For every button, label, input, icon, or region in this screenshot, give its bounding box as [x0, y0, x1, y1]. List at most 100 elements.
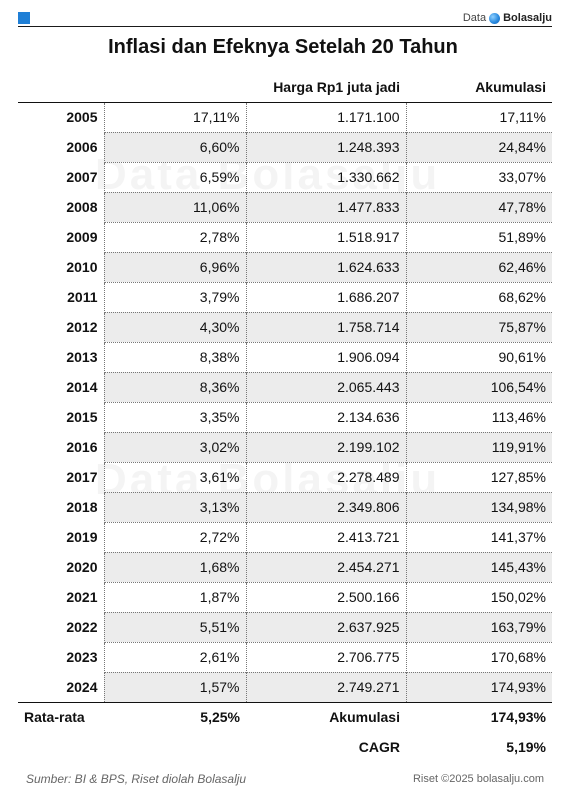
year-cell: 2013: [66, 349, 98, 365]
year-cell: 2023: [66, 649, 98, 665]
inflation-cell: 17,11%: [103, 102, 246, 132]
table-row: 2022 5,51% 2.637.925 163,79%: [18, 611, 552, 642]
cumulative-cell: 127,85%: [405, 461, 552, 492]
snowball-icon: [489, 12, 501, 24]
cumulative-cell: 17,11%: [405, 102, 552, 132]
price-cell: 1.248.393: [245, 131, 406, 162]
year-cell: 2021: [66, 589, 98, 605]
cumulative-value: 174,93%: [406, 701, 552, 732]
column-header: [18, 72, 104, 103]
year-cell: 2018: [66, 499, 98, 515]
table-row: 2021 1,87% 2.500.166 150,02%: [18, 581, 552, 612]
price-cell: 1.518.917: [245, 221, 406, 252]
price-cell: 2.500.166: [245, 581, 406, 612]
year-cell: 2017: [66, 469, 98, 485]
year-cell: 2015: [66, 409, 98, 425]
inflation-cell: 6,59%: [103, 161, 246, 192]
inflation-cell: 2,72%: [103, 521, 246, 552]
inflation-cell: 6,60%: [103, 131, 246, 162]
inflation-cell: 1,68%: [103, 551, 246, 582]
column-header-cumulative: Akumulasi: [406, 72, 552, 103]
year-cell: 2012: [66, 319, 98, 335]
table-row: 2019 2,72% 2.413.721 141,37%: [18, 521, 552, 552]
cumulative-cell: 90,61%: [405, 341, 552, 372]
summary-row-cagr: CAGR 5,19%: [18, 732, 552, 762]
price-cell: 2.349.806: [245, 491, 406, 522]
brand-prefix: Data: [462, 12, 487, 24]
inflation-table: Harga Rp1 juta jadi Akumulasi 2005 17,11%…: [18, 72, 552, 762]
price-cell: 1.171.100: [245, 102, 406, 132]
table-row: 2023 2,61% 2.706.775 170,68%: [18, 641, 552, 672]
price-cell: 2.413.721: [245, 521, 406, 552]
table-row: 2006 6,60% 1.248.393 24,84%: [18, 131, 552, 162]
table-row: 2018 3,13% 2.349.806 134,98%: [18, 491, 552, 522]
cumulative-cell: 170,68%: [405, 641, 552, 672]
cumulative-cell: 68,62%: [405, 281, 552, 312]
price-cell: 2.199.102: [245, 431, 406, 462]
table-row: 2011 3,79% 1.686.207 68,62%: [18, 281, 552, 312]
inflation-cell: 1,87%: [103, 581, 246, 612]
price-cell: 2.278.489: [245, 461, 406, 492]
year-cell: 2008: [66, 199, 98, 215]
cumulative-cell: 163,79%: [405, 611, 552, 642]
inflation-cell: 2,78%: [103, 221, 246, 252]
price-cell: 1.758.714: [245, 311, 406, 342]
table-row: 2007 6,59% 1.330.662 33,07%: [18, 161, 552, 192]
average-label: Rata-rata: [18, 701, 104, 732]
inflation-cell: 3,13%: [103, 491, 246, 522]
column-header: [104, 72, 246, 103]
table-row: 2012 4,30% 1.758.714 75,87%: [18, 311, 552, 342]
cumulative-cell: 150,02%: [405, 581, 552, 612]
table-row: 2016 3,02% 2.199.102 119,91%: [18, 431, 552, 462]
table-row: 2008 11,06% 1.477.833 47,78%: [18, 191, 552, 222]
header-bar: Data Bolasalju: [18, 10, 552, 27]
average-value: 5,25%: [104, 701, 246, 732]
brand-square-icon: [18, 12, 30, 24]
year-cell: 2007: [66, 169, 98, 185]
inflation-cell: 3,35%: [103, 401, 246, 432]
chart-title: Inflasi dan Efeknya Setelah 20 Tahun: [108, 36, 458, 58]
table-header-row: Harga Rp1 juta jadi Akumulasi: [18, 72, 552, 103]
price-cell: 2.065.443: [245, 371, 406, 402]
year-cell: 2024: [66, 678, 98, 695]
cumulative-cell: 141,37%: [405, 521, 552, 552]
cumulative-cell: 119,91%: [405, 431, 552, 462]
brand-logo: Data Bolasalju: [463, 11, 552, 25]
price-cell: 1.330.662: [245, 161, 406, 192]
year-cell: 2006: [66, 139, 98, 155]
year-cell: 2010: [66, 259, 98, 275]
table-row: 2015 3,35% 2.134.636 113,46%: [18, 401, 552, 432]
cumulative-cell: 47,78%: [405, 191, 552, 222]
source-note: Sumber: BI & BPS, Riset diolah Bolasalju: [26, 772, 247, 786]
cumulative-cell: 174,93%: [405, 671, 552, 702]
column-header-price: Harga Rp1 juta jadi: [246, 72, 406, 103]
table-row: 2013 8,38% 1.906.094 90,61%: [18, 341, 552, 372]
price-cell: 2.134.636: [245, 401, 406, 432]
year-cell: 2011: [67, 289, 98, 305]
table-row: 2005 17,11% 1.171.100 17,11%: [18, 102, 552, 132]
table-row: 2014 8,36% 2.065.443 106,54%: [18, 371, 552, 402]
table-row: 2017 3,61% 2.278.489 127,85%: [18, 461, 552, 492]
inflation-cell: 3,61%: [103, 461, 246, 492]
year-cell: 2020: [66, 559, 98, 575]
inflation-cell: 2,61%: [103, 641, 246, 672]
inflation-cell: 3,79%: [103, 281, 246, 312]
inflation-cell: 1,57%: [103, 671, 246, 702]
inflation-cell: 4,30%: [103, 311, 246, 342]
inflation-cell: 8,38%: [103, 341, 246, 372]
inflation-cell: 5,51%: [103, 611, 246, 642]
cumulative-cell: 106,54%: [405, 371, 552, 402]
cumulative-cell: 75,87%: [405, 311, 552, 342]
cumulative-cell: 51,89%: [405, 221, 552, 252]
cumulative-cell: 62,46%: [405, 251, 552, 282]
price-cell: 1.477.833: [245, 191, 406, 222]
summary-row-average: Rata-rata 5,25% Akumulasi 174,93%: [18, 701, 552, 732]
price-cell: 2.637.925: [245, 611, 406, 642]
year-cell: 2014: [66, 379, 98, 395]
price-cell: 1.906.094: [245, 341, 406, 372]
cagr-value: 5,19%: [506, 739, 546, 755]
cumulative-cell: 145,43%: [405, 551, 552, 582]
table-row: 2009 2,78% 1.518.917 51,89%: [18, 221, 552, 252]
year-cell: 2009: [66, 229, 98, 245]
copyright-note: Riset ©2025 bolasalju.com: [412, 773, 544, 785]
